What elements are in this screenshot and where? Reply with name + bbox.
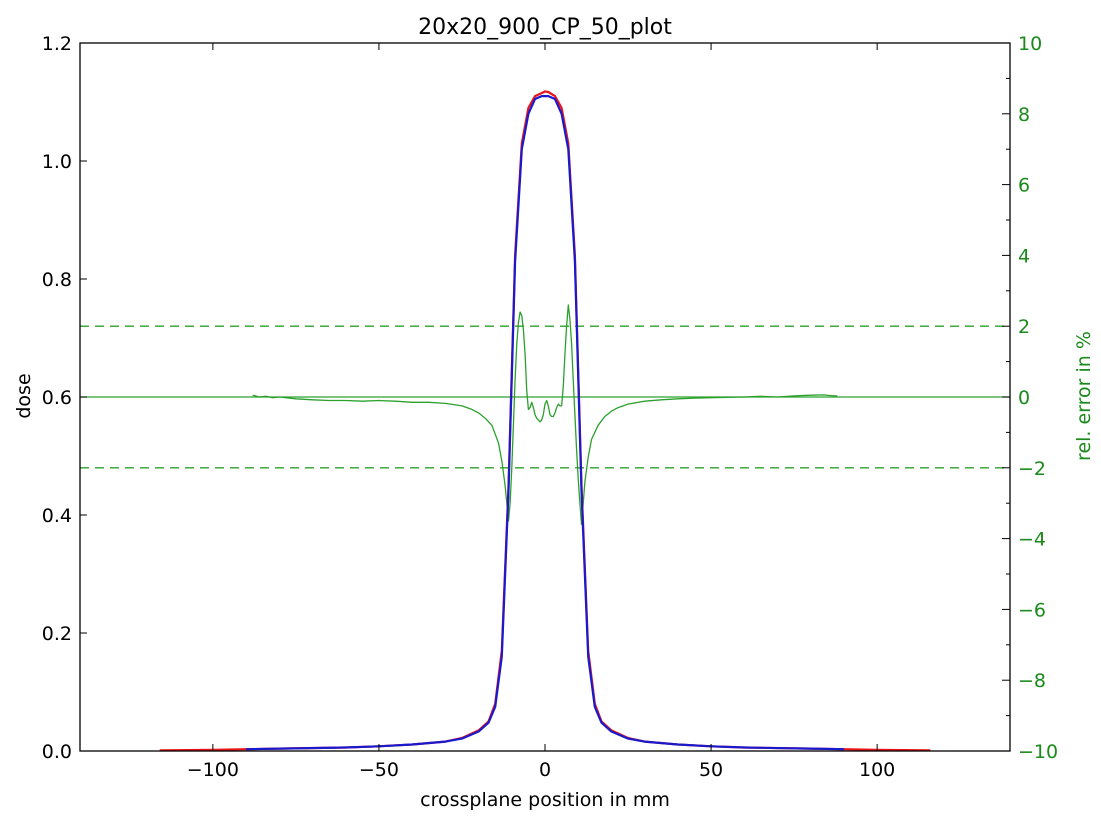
x-tick-label: 50 [699, 759, 723, 781]
y-tick-label: 0.4 [42, 505, 72, 527]
y-tick-label: 0.6 [42, 387, 72, 409]
y2-axis-label: rel. error in % [1073, 331, 1095, 461]
y-tick-label: 1.2 [42, 33, 72, 55]
y-tick-label: 0.0 [42, 741, 72, 763]
y2-tick-label: −8 [1018, 670, 1046, 692]
y2-tick-label: 8 [1018, 104, 1030, 126]
plot-layer: −100 −50 0 50 1000.00.20.40.60.81.01.2−10−8−… [42, 33, 1058, 781]
series-line-blue [246, 95, 844, 751]
y-tick-label: 0.2 [42, 623, 72, 645]
y2-tick-label: −6 [1018, 599, 1046, 621]
y2-tick-label: 0 [1018, 387, 1030, 409]
x-tick-label: 100 [859, 759, 895, 781]
y2-tick-label: −4 [1018, 529, 1046, 551]
y-axis-label: dose [13, 373, 35, 418]
y-tick-label: 1.0 [42, 151, 72, 173]
y2-tick-label: −2 [1018, 458, 1046, 480]
x-axis-label: crossplane position in mm [420, 789, 670, 811]
y2-tick-label: 4 [1018, 245, 1030, 267]
y2-tick-label: 10 [1018, 33, 1042, 55]
series-line-red [159, 90, 931, 752]
chart-title: 20x20_900_CP_50_plot [418, 15, 672, 40]
x-tick-label: 0 [539, 759, 551, 781]
y2-tick-label: 6 [1018, 175, 1030, 197]
x-tick-label: −100 [187, 759, 239, 781]
y2-tick-label: 2 [1018, 316, 1030, 338]
series-line-green [252, 304, 838, 526]
x-tick-label: −50 [359, 759, 399, 781]
y2-tick-label: −10 [1018, 741, 1058, 763]
y-tick-label: 0.8 [42, 269, 72, 291]
